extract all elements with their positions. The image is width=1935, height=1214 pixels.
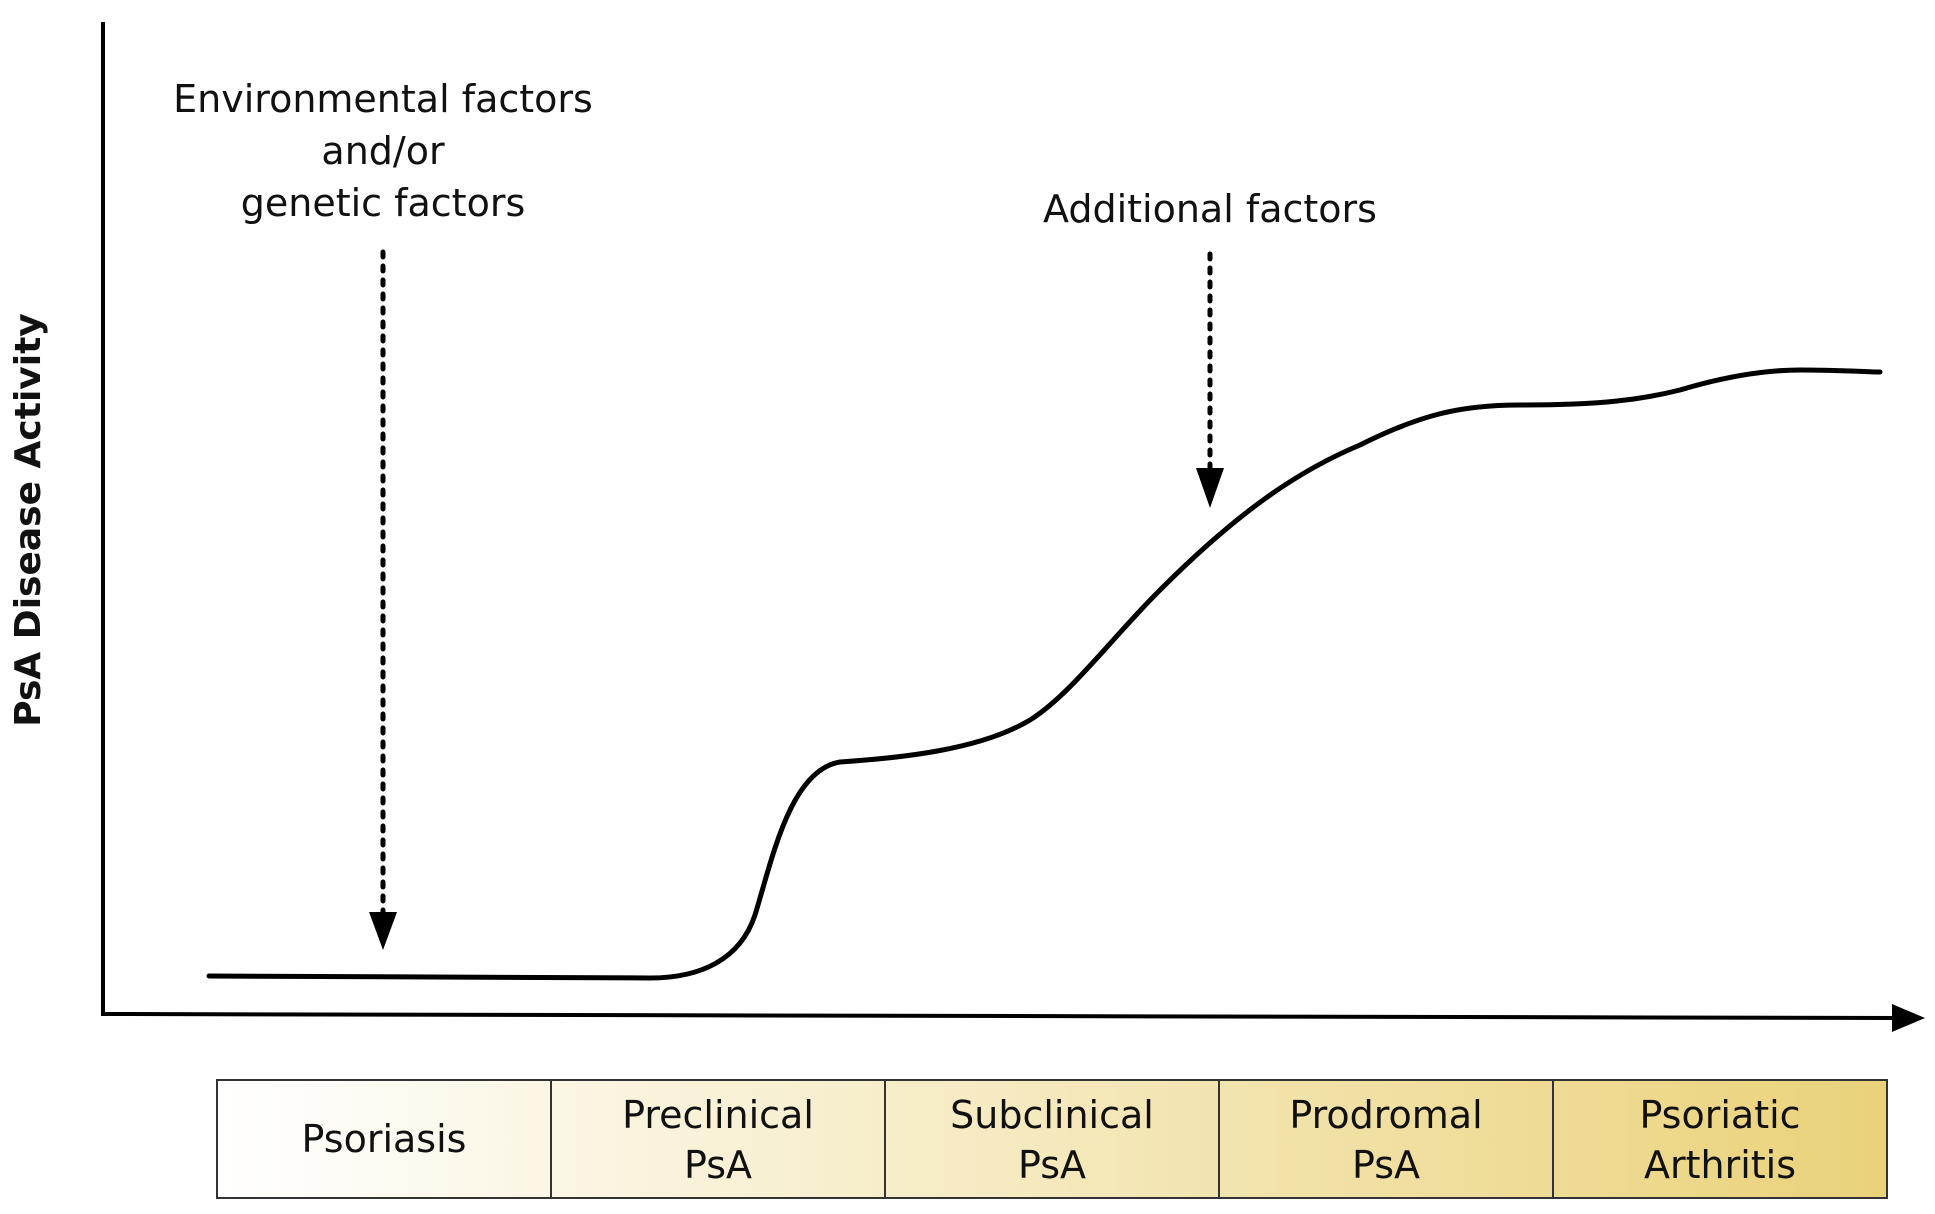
- x-axis: [102, 1012, 1901, 1020]
- environmental-line-3: genetic factors: [241, 181, 526, 225]
- additional-line-1: Additional factors: [1043, 187, 1377, 231]
- stage-psoriatic-arthritis-line-2: Arthritis: [1644, 1143, 1796, 1187]
- environmental-line-2: and/or: [321, 129, 445, 173]
- environmental-line-1: Environmental factors: [173, 77, 593, 121]
- x-axis-arrowhead: [1892, 1004, 1925, 1032]
- disease-activity-curve: [206, 367, 1883, 981]
- stage-bar: Psoriasis Preclinical PsA Subclinical Ps…: [216, 1079, 1888, 1199]
- stage-psoriatic-arthritis-line-1: Psoriatic: [1639, 1093, 1800, 1137]
- y-axis-label: PsA Disease Activity: [8, 313, 49, 727]
- stage-prodromal-line-2: PsA: [1352, 1143, 1420, 1187]
- stage-preclinical-line-1: Preclinical: [622, 1093, 814, 1137]
- stage-preclinical-line-2: PsA: [684, 1143, 752, 1187]
- stage-psoriasis-label: Psoriasis: [302, 1117, 467, 1161]
- stage-subclinical-line-2: PsA: [1018, 1143, 1086, 1187]
- additional-annotation: Additional factors: [1043, 187, 1377, 508]
- stage-prodromal-line-1: Prodromal: [1289, 1093, 1482, 1137]
- environmental-arrowhead: [369, 912, 397, 950]
- stage-bar-background: [216, 1079, 1888, 1199]
- stage-subclinical-line-1: Subclinical: [950, 1093, 1154, 1137]
- environmental-annotation: Environmental factors and/or genetic fac…: [173, 77, 593, 950]
- additional-arrowhead: [1196, 468, 1224, 508]
